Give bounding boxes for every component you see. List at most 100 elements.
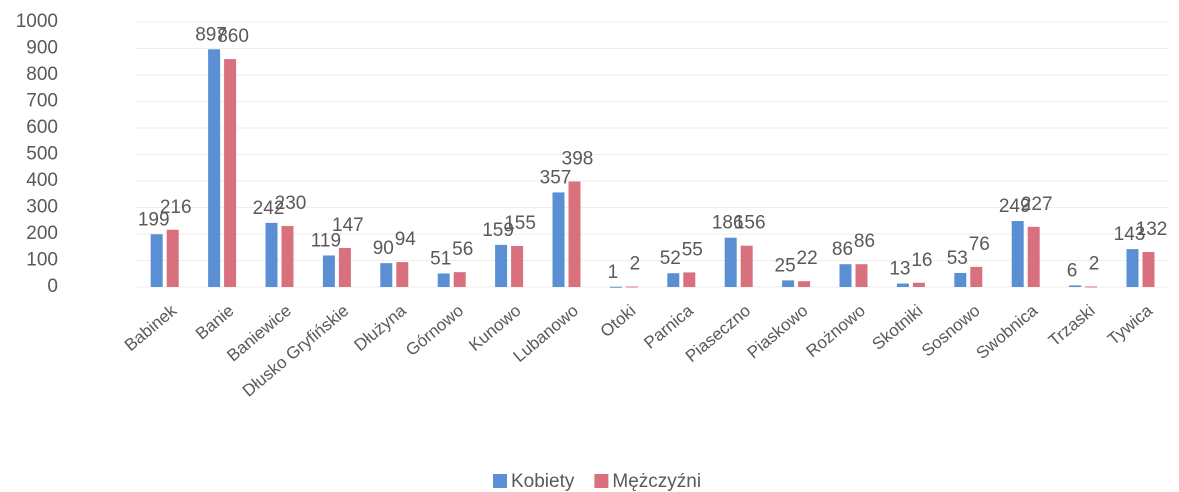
y-tick-label: 500 [26, 144, 58, 165]
y-tick-label: 700 [26, 91, 58, 112]
bar [896, 283, 909, 287]
x-tick-label: Trzaski [1045, 301, 1099, 350]
value-label: 52 [660, 248, 681, 269]
bar [265, 222, 278, 287]
x-tick: Piaskowo [744, 301, 812, 362]
y-tick-label: 600 [26, 117, 58, 138]
y-tick-label: 100 [26, 250, 58, 271]
bar [1142, 252, 1155, 287]
y-tick-label: 0 [47, 276, 58, 297]
value-label: 13 [889, 259, 910, 280]
bar [724, 237, 737, 287]
bar [511, 245, 524, 287]
bar [495, 244, 508, 287]
bar [970, 266, 983, 287]
value-label: 230 [275, 193, 307, 214]
value-label: 143 [1114, 224, 1146, 245]
value-label: 94 [395, 229, 417, 250]
x-tick-label: Babinek [121, 301, 181, 355]
x-tick-label: Górnowo [402, 301, 467, 360]
y-tick-label: 900 [26, 38, 58, 59]
value-label: 357 [540, 167, 572, 188]
bar [224, 59, 237, 287]
value-label: 216 [160, 197, 192, 218]
bar [1069, 285, 1082, 287]
bar [1085, 286, 1098, 288]
bar [380, 263, 393, 287]
y-tick-label: 200 [26, 223, 58, 244]
x-tick-label: Dłużyna [350, 301, 410, 355]
value-label: 6 [1067, 260, 1078, 281]
y-tick-label: 300 [26, 197, 58, 218]
x-tick-label: Tywica [1104, 301, 1156, 349]
bar [782, 280, 795, 287]
x-tick: Dłużyna [350, 301, 410, 355]
x-tick-label: Banie [192, 301, 238, 344]
x-tick: Dłusko Gryfińskie [239, 301, 353, 401]
bar [166, 229, 179, 287]
x-tick: Banie [192, 301, 238, 344]
value-label: 22 [797, 248, 818, 269]
value-label: 53 [947, 248, 968, 269]
bar [954, 272, 967, 287]
value-label: 1 [608, 262, 619, 283]
bar [625, 286, 638, 288]
bar [798, 281, 811, 287]
bar [281, 226, 294, 287]
bar [437, 273, 450, 287]
value-label: 16 [911, 250, 932, 271]
y-tick-label: 1000 [16, 11, 58, 32]
legend-label: Kobiety [511, 471, 575, 492]
x-tick: Górnowo [402, 301, 467, 360]
bar [322, 255, 335, 287]
x-tick-label: Swobnica [972, 301, 1041, 363]
x-tick: Trzaski [1045, 301, 1099, 350]
bar [150, 234, 163, 287]
legend-label: Mężczyźni [612, 471, 701, 492]
value-label: 55 [682, 239, 703, 260]
x-tick: Tywica [1104, 301, 1156, 349]
value-label: 242 [253, 198, 285, 219]
legend-swatch [493, 474, 507, 488]
bar [683, 272, 696, 287]
bar [912, 282, 925, 287]
y-tick-label: 400 [26, 170, 58, 191]
bar [839, 264, 852, 287]
value-label: 186 [712, 213, 744, 234]
value-label: 132 [1136, 219, 1168, 240]
value-label: 2 [630, 253, 641, 274]
value-label: 897 [195, 24, 227, 45]
value-label: 2 [1089, 253, 1100, 274]
bar [338, 248, 351, 287]
value-label: 155 [504, 213, 536, 234]
bar [568, 181, 581, 287]
value-label: 51 [430, 249, 451, 270]
value-label: 76 [969, 234, 990, 255]
value-label: 159 [482, 220, 514, 241]
value-label: 90 [373, 238, 394, 259]
bar [740, 245, 753, 287]
y-tick-label: 800 [26, 64, 58, 85]
value-label: 199 [138, 209, 170, 230]
value-label: 249 [999, 196, 1031, 217]
x-tick-label: Piaskowo [744, 301, 812, 362]
x-tick: Swobnica [972, 301, 1041, 363]
bar [453, 272, 466, 287]
bar [1027, 226, 1040, 287]
value-label: 860 [217, 26, 249, 47]
bar [208, 49, 221, 287]
bar [1126, 249, 1139, 287]
x-tick: Babinek [121, 301, 181, 355]
x-tick-label: Dłusko Gryfińskie [239, 301, 353, 401]
value-label: 227 [1021, 194, 1053, 215]
value-label: 398 [562, 149, 594, 170]
x-tick: Otoki [597, 301, 640, 341]
bar [667, 273, 680, 287]
value-label: 25 [775, 255, 796, 276]
x-tick-label: Rożnowo [802, 301, 869, 361]
x-tick: Rożnowo [802, 301, 869, 361]
value-label: 56 [452, 239, 473, 260]
bar [552, 192, 565, 287]
bar [396, 262, 409, 287]
